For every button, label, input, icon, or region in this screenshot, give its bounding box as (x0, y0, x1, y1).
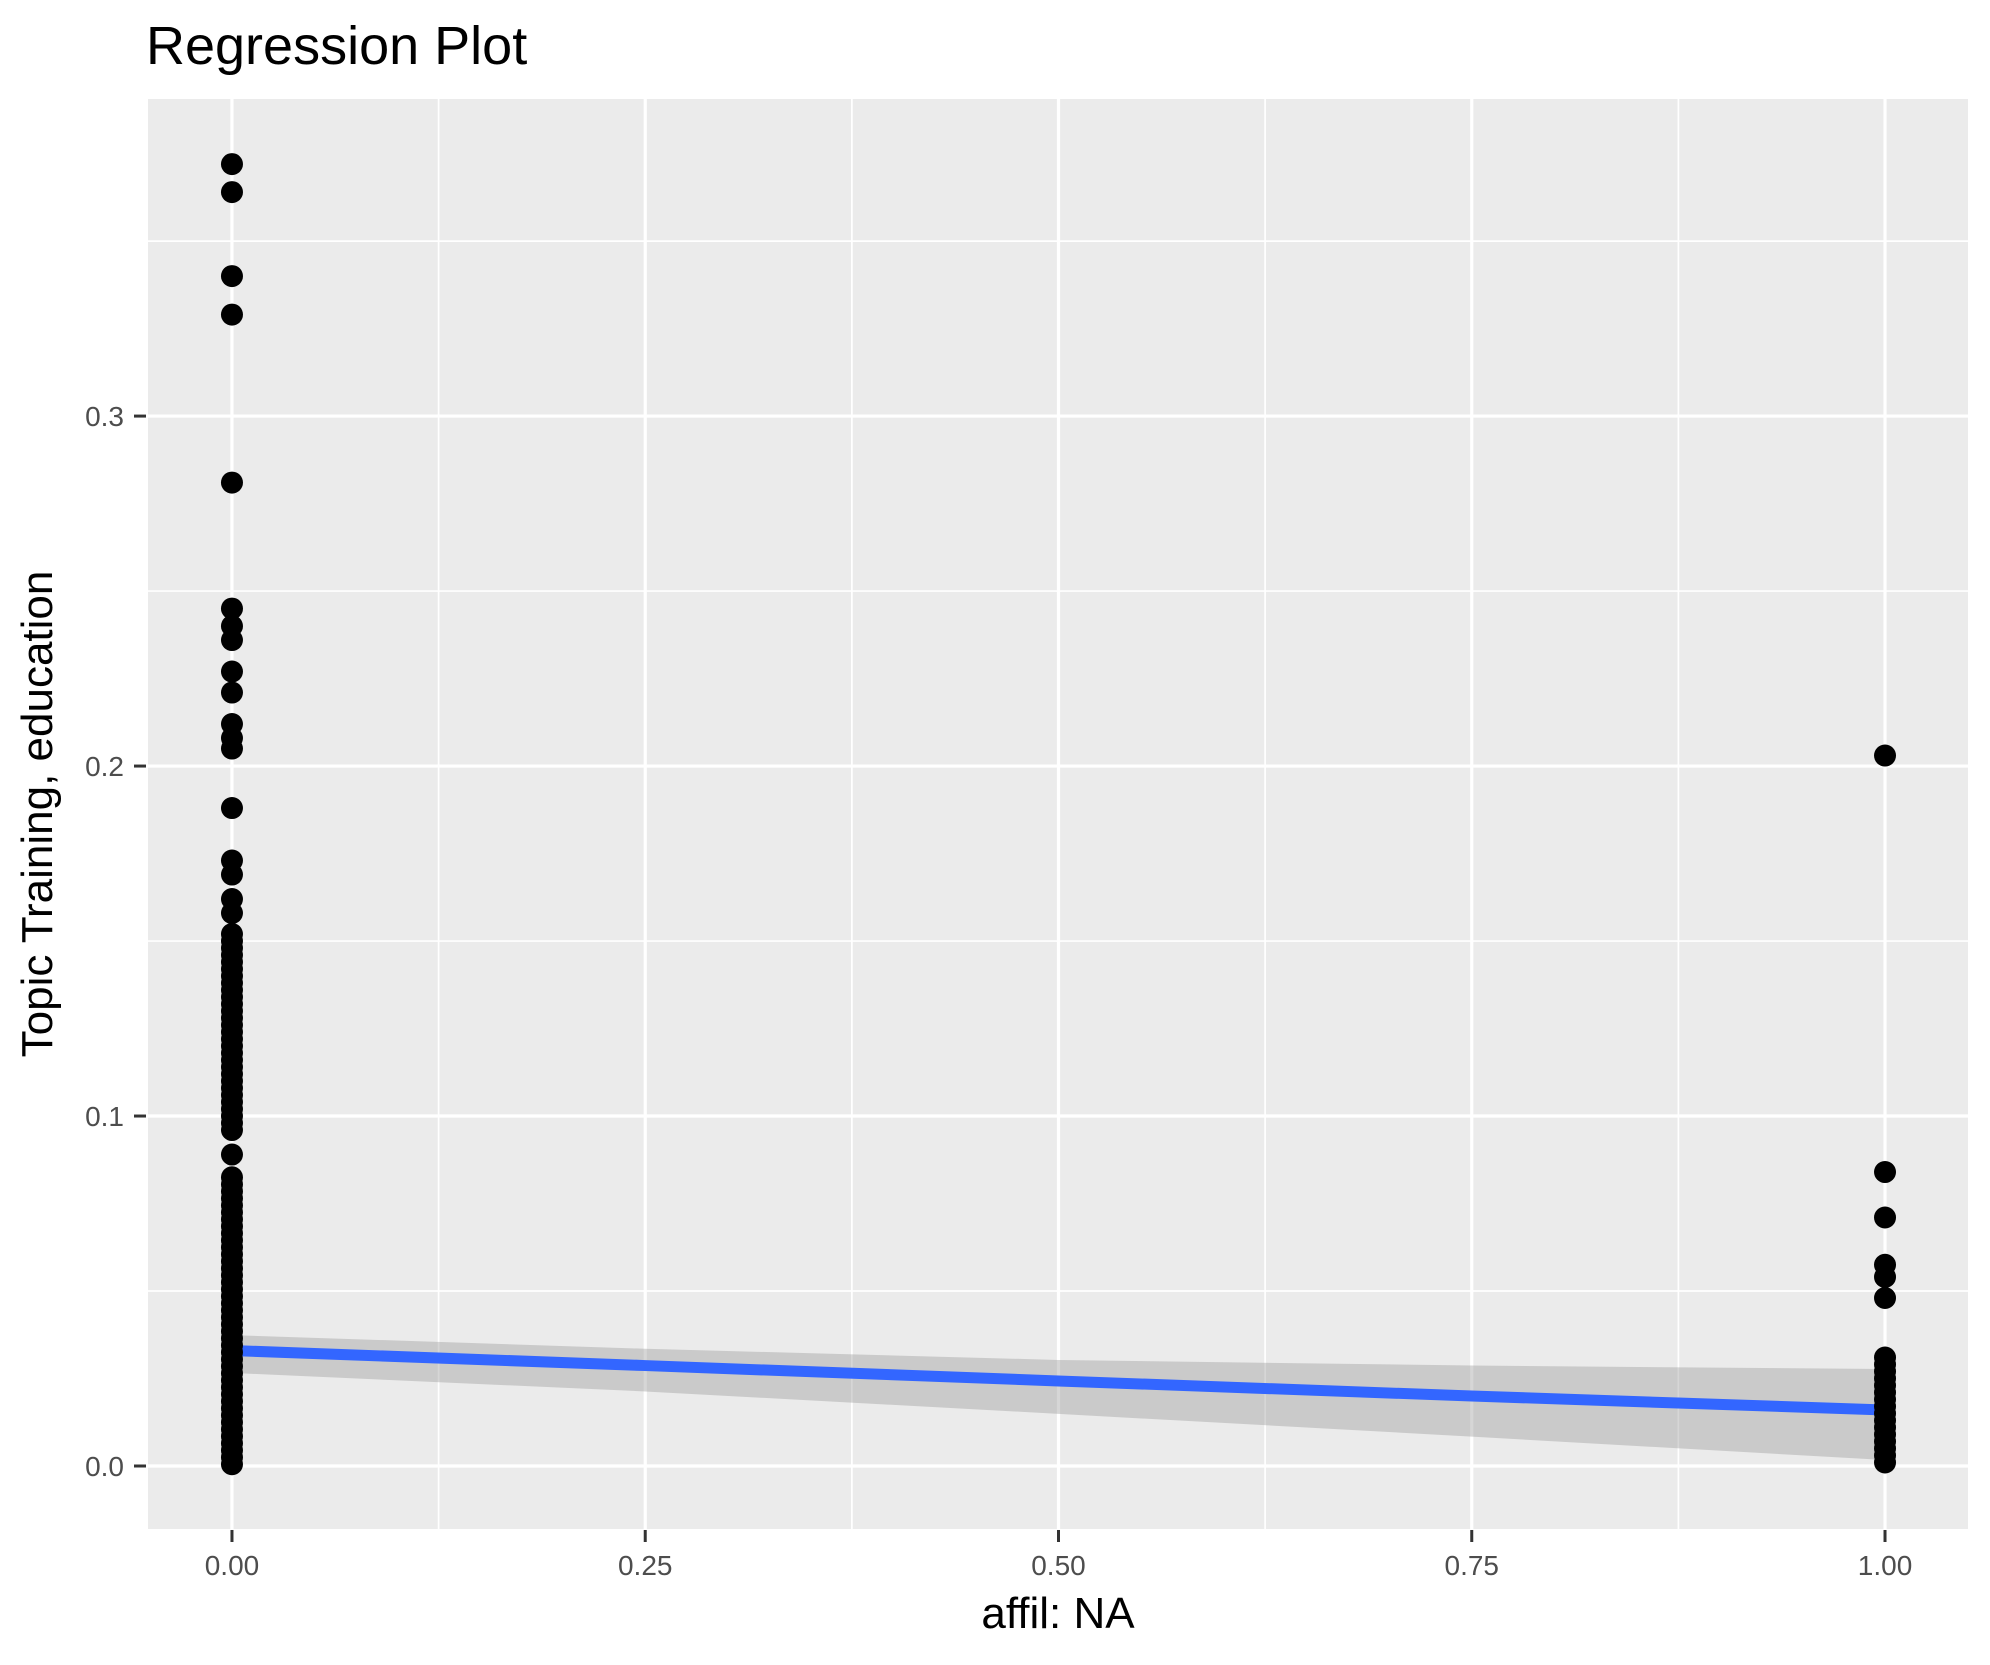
x-tick-label: 0.50 (1031, 1550, 1086, 1581)
regression-line-layer (226, 1345, 1891, 1416)
data-point (220, 629, 243, 652)
data-point (220, 681, 243, 704)
data-point (1874, 1161, 1897, 1184)
x-tick-label: 0.25 (618, 1550, 673, 1581)
y-tick-label: 0.2 (85, 751, 124, 782)
major-gridlines (148, 99, 1968, 1529)
data-point (1874, 1266, 1897, 1289)
plot-title: Regression Plot (146, 16, 527, 76)
data-point (1874, 1287, 1897, 1310)
data-point (220, 153, 243, 176)
x-tick-label: 1.00 (1858, 1550, 1913, 1581)
data-point (220, 597, 243, 620)
data-point (1874, 1451, 1897, 1474)
data-point (220, 1119, 243, 1142)
data-point (1874, 1206, 1897, 1229)
data-point (220, 265, 243, 288)
data-point (220, 1143, 243, 1166)
data-point (220, 797, 243, 820)
data-point (220, 303, 243, 326)
data-point (220, 660, 243, 683)
x-axis-title: affil: NA (981, 1589, 1135, 1638)
x-tick-label: 0.75 (1445, 1550, 1500, 1581)
y-tick-label: 0.0 (85, 1451, 124, 1482)
data-point (1874, 744, 1897, 767)
data-point (220, 181, 243, 204)
data-point (220, 737, 243, 760)
data-point (220, 1453, 243, 1476)
scatter-points-layer (220, 153, 1897, 1476)
x-tick-label: 0.00 (205, 1550, 260, 1581)
data-point (220, 471, 243, 494)
axis-tick-marks (134, 414, 1887, 1542)
regression-line (226, 1345, 1891, 1416)
axis-tick-labels: 0.00 0.25 0.50 0.75 1.00 0.0 0.1 0.2 0.3 (85, 401, 1912, 1581)
y-tick-label: 0.3 (85, 401, 124, 432)
data-point (220, 902, 243, 925)
data-point (220, 863, 243, 886)
y-axis-title: Topic Training, education (13, 571, 62, 1058)
y-tick-label: 0.1 (85, 1101, 124, 1132)
